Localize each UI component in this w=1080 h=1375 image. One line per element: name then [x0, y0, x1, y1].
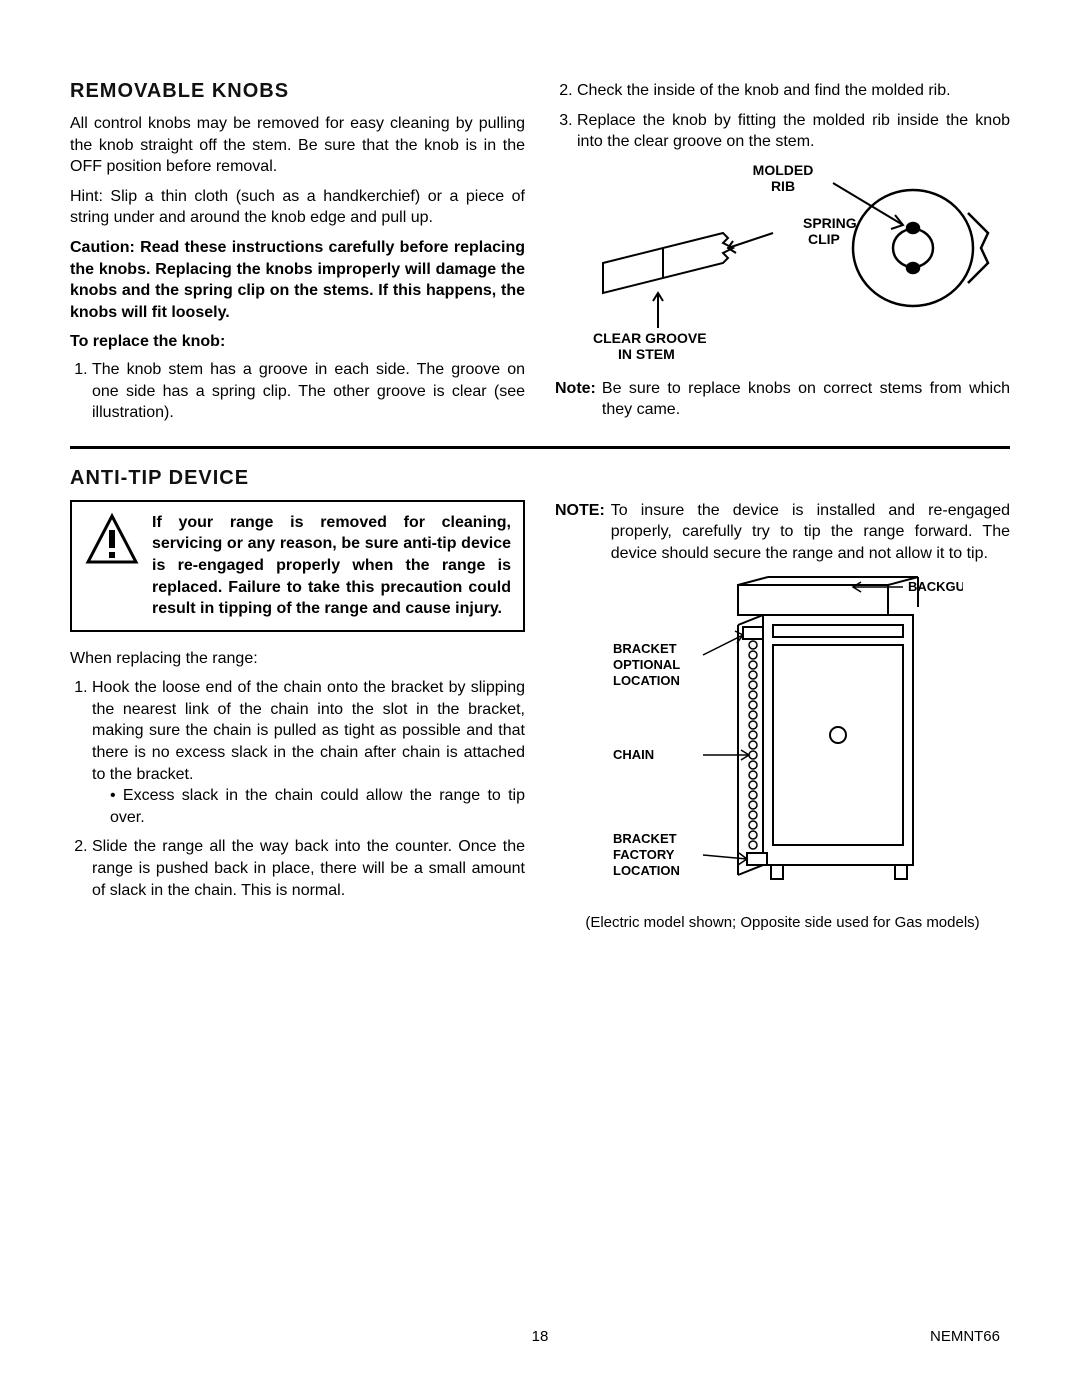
- label-molded-rib2: RIB: [770, 178, 794, 194]
- warning-box: If your range is removed for cleaning, s…: [70, 500, 525, 632]
- section2-step1-sub: Excess slack in the chain could allow th…: [92, 785, 525, 828]
- label-spring: SPRING: [803, 215, 857, 231]
- section1-steps-right: Check the inside of the knob and find th…: [555, 80, 1010, 153]
- section-anti-tip: If your range is removed for cleaning, s…: [70, 500, 1010, 941]
- page-number: 18: [532, 1328, 549, 1345]
- warning-icon: [84, 512, 140, 573]
- label-bracket-fac2: FACTORY: [613, 847, 675, 862]
- section1-step3: Replace the knob by fitting the molded r…: [577, 110, 1010, 153]
- section1-caution: Caution: Read these instructions careful…: [70, 237, 525, 323]
- label-bracket-opt2: OPTIONAL: [613, 657, 680, 672]
- label-chain: CHAIN: [613, 747, 654, 762]
- col-left-1: REMOVABLE KNOBS All control knobs may be…: [70, 80, 525, 432]
- section1-step2: Check the inside of the knob and find th…: [577, 80, 1010, 102]
- section2-steps: Hook the loose end of the chain onto the…: [70, 677, 525, 901]
- section2-step1: Hook the loose end of the chain onto the…: [92, 677, 525, 828]
- label-bracket-fac1: BRACKET: [613, 831, 677, 846]
- section1-p2: Hint: Slip a thin cloth (such as a handk…: [70, 186, 525, 229]
- section1-note-text: Be sure to replace knobs on correct stem…: [602, 378, 1010, 421]
- section1-note-label: Note:: [555, 378, 596, 421]
- label-clear-groove: CLEAR GROOVE: [593, 330, 707, 346]
- label-bracket-opt3: LOCATION: [613, 673, 680, 688]
- section2-title: ANTI-TIP DEVICE: [70, 467, 1010, 490]
- page-footer: 18 NEMNT66: [0, 1328, 1080, 1345]
- section1-subhead: To replace the knob:: [70, 331, 525, 353]
- section2-note: NOTE: To insure the device is installed …: [555, 500, 1010, 565]
- anti-tip-figure: BACKGUARD BRACKET OPTIONAL LOCATION CHAI…: [555, 575, 1010, 931]
- col-right-1: Check the inside of the knob and find th…: [555, 80, 1010, 432]
- label-molded-rib: MOLDED: [752, 163, 813, 178]
- manual-page: REMOVABLE KNOBS All control knobs may be…: [0, 0, 1080, 1375]
- label-bracket-opt1: BRACKET: [613, 641, 677, 656]
- section2-intro: When replacing the range:: [70, 648, 525, 670]
- knob-svg: MOLDED RIB SPRING CLIP CLEAR GROOVE IN S…: [573, 163, 993, 363]
- section-divider: [70, 446, 1010, 449]
- warning-text: If your range is removed for cleaning, s…: [152, 512, 511, 620]
- section2-note-label: NOTE:: [555, 500, 605, 565]
- anti-tip-svg: BACKGUARD BRACKET OPTIONAL LOCATION CHAI…: [603, 575, 963, 905]
- section1-title: REMOVABLE KNOBS: [70, 80, 525, 103]
- section2-note-text: To insure the device is installed and re…: [611, 500, 1010, 565]
- label-clip: CLIP: [808, 231, 840, 247]
- label-in-stem: IN STEM: [618, 346, 675, 362]
- col-right-2: NOTE: To insure the device is installed …: [555, 500, 1010, 941]
- label-backguard: BACKGUARD: [908, 579, 963, 594]
- section1-note: Note: Be sure to replace knobs on correc…: [555, 378, 1010, 421]
- section2-step1-text: Hook the loose end of the chain onto the…: [92, 679, 525, 782]
- label-bracket-fac3: LOCATION: [613, 863, 680, 878]
- col-left-2: If your range is removed for cleaning, s…: [70, 500, 525, 941]
- anti-tip-caption: (Electric model shown; Opposite side use…: [555, 914, 1010, 931]
- section1-p1: All control knobs may be removed for eas…: [70, 113, 525, 178]
- section1-step1: The knob stem has a groove in each side.…: [92, 359, 525, 424]
- doc-code: NEMNT66: [930, 1328, 1000, 1345]
- section2-step2: Slide the range all the way back into th…: [92, 836, 525, 901]
- section2-step1-sub-text: Excess slack in the chain could allow th…: [110, 785, 525, 828]
- knob-figure: MOLDED RIB SPRING CLIP CLEAR GROOVE IN S…: [555, 163, 1010, 368]
- section-removable-knobs: REMOVABLE KNOBS All control knobs may be…: [70, 80, 1010, 432]
- section1-steps-left: The knob stem has a groove in each side.…: [70, 359, 525, 424]
